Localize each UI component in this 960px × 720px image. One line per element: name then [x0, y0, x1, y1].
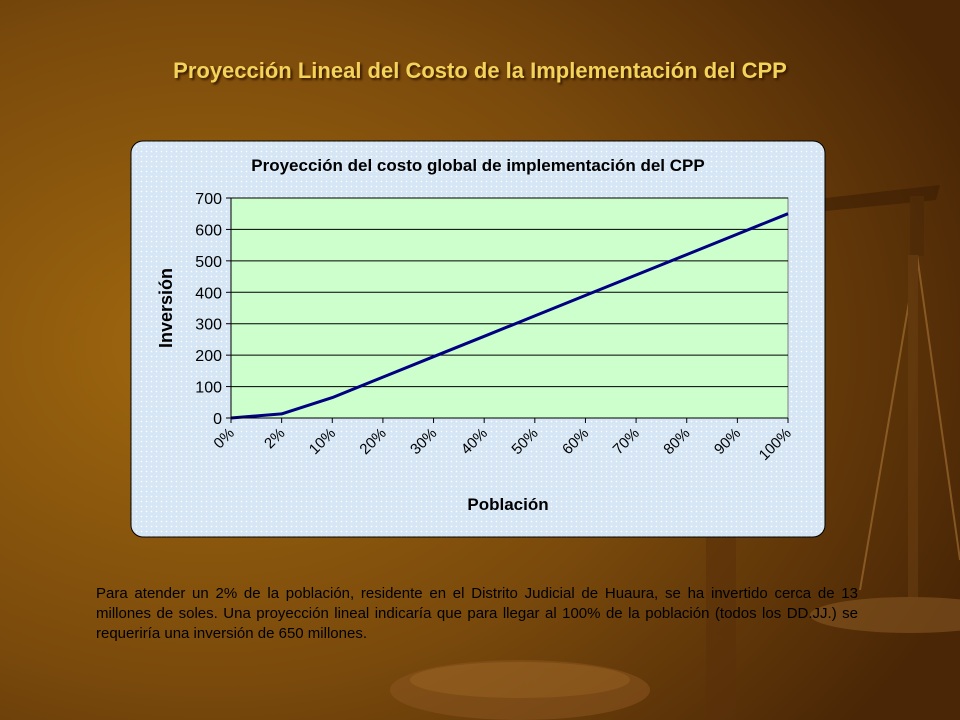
body-text: Para atender un 2% de la población, resi… [96, 585, 858, 642]
y-tick-label: 200 [195, 348, 222, 365]
x-axis-label: Población [467, 495, 548, 514]
chart-title: Proyección del costo global de implement… [251, 156, 704, 175]
line-chart: Proyección del costo global de implement… [130, 140, 826, 538]
chart-panel: Proyección del costo global de implement… [130, 140, 826, 538]
y-axis-tick-labels: 0 100 200 300 400 500 600 700 [195, 191, 231, 428]
y-tick-label: 600 [195, 222, 222, 239]
y-tick-label: 300 [195, 317, 222, 334]
y-tick-label: 100 [195, 380, 222, 397]
series-line [230, 212, 789, 420]
y-tick-label: 400 [195, 285, 222, 302]
series-lines [230, 212, 789, 420]
y-tick-label: 0 [213, 411, 222, 428]
slide-title: Proyección Lineal del Costo de la Implem… [173, 58, 787, 83]
y-tick-label: 500 [195, 254, 222, 271]
y-axis-label: Inversión [156, 268, 176, 348]
gridlines [231, 197, 788, 388]
plot-area [230, 197, 789, 419]
y-tick-label: 700 [195, 191, 222, 208]
scales-of-justice-watermark [390, 185, 960, 720]
